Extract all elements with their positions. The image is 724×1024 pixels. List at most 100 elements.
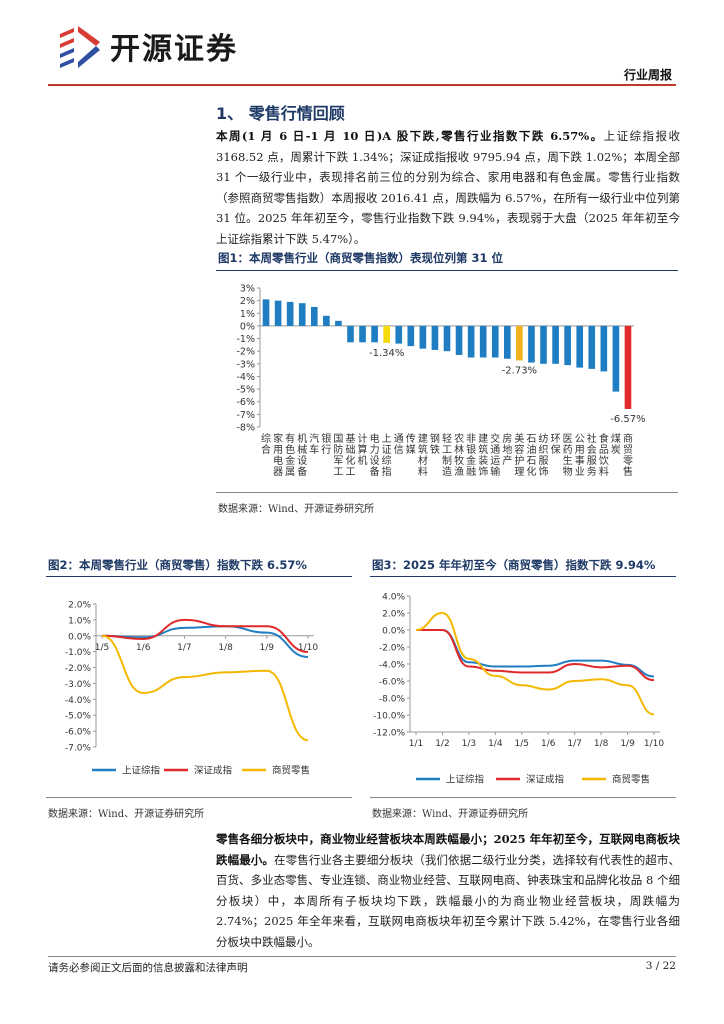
category-label-char: 军 — [333, 455, 343, 467]
y-tick-label: -10.0% — [373, 712, 405, 722]
data-label: -1.34% — [369, 348, 404, 359]
category-label-char: 金 — [285, 454, 295, 467]
y-tick-label: -7.0% — [65, 744, 92, 754]
y-tick-label: -6.0% — [379, 678, 406, 688]
footer-divider — [48, 956, 676, 957]
bar-综合 — [262, 299, 270, 326]
bar-有色金属 — [286, 301, 294, 326]
y-tick-label: 2.0% — [68, 601, 91, 611]
category-label-char: 工 — [442, 445, 452, 456]
y-tick-label: -4.0% — [65, 696, 92, 706]
x-tick-label: 1/9 — [620, 739, 635, 749]
category-label-char: 材 — [418, 454, 428, 467]
category-label-char: 业 — [575, 466, 585, 478]
bar-环保 — [552, 325, 559, 364]
paragraph-lead: 零售各细分板块中，商业物业经营板块本周跌幅最小；2025 年年初至今，互联网电商… — [216, 832, 680, 867]
bar-交通运输 — [491, 325, 499, 358]
category-label-char: 石 — [526, 456, 536, 467]
bar-商贸零售 — [624, 325, 632, 409]
figure-3-title: 图3：2025 年年初至今（商贸零售）指数下跌 9.94% — [372, 558, 656, 572]
category-label-char: 房 — [502, 432, 512, 445]
bar-医药生物 — [564, 325, 571, 366]
category-label-char: 有 — [285, 432, 295, 445]
x-tick-label: 1/4 — [488, 739, 503, 749]
category-label-char: 料 — [599, 465, 609, 478]
category-label-char: 纺 — [539, 432, 549, 445]
category-label-char: 机 — [358, 454, 368, 467]
y-tick-label: -5.0% — [65, 712, 92, 722]
series-line-商贸零售 — [415, 611, 655, 716]
category-label-char: 通 — [490, 444, 500, 456]
category-label-char: 地 — [502, 443, 512, 456]
bar-轻工制造 — [443, 325, 451, 352]
x-tick-label: 1/10 — [298, 643, 318, 653]
category-label-char: 输 — [490, 465, 500, 478]
figure-3-rule — [370, 576, 676, 577]
category-label-char: 售 — [623, 465, 633, 478]
x-tick-label: 1/7 — [567, 739, 581, 749]
series-line-商贸零售 — [101, 634, 309, 742]
category-label-char: 算 — [358, 443, 368, 456]
category-label-char: 证 — [382, 444, 392, 456]
paragraph-body: 在零售行业各主要细分板块（我们依据二级行业分类，选择较有代表性的超市、百货、多业… — [216, 852, 680, 949]
category-label-char: 非 — [466, 433, 476, 445]
category-label-char: 银 — [321, 432, 331, 445]
bar-建筑装饰 — [479, 325, 487, 358]
bar-汽车 — [310, 306, 318, 326]
category-label-char: 金 — [466, 454, 476, 467]
weekly-index-line-chart: 2.0% 1.0% 0.0% -1.0% -2.0% -3.0% -4.0% -5.0% -6.… — [65, 601, 319, 777]
category-label-char: 事 — [575, 454, 585, 467]
paragraph-lead: 本周(1 月 6 日-1 月 10 日)A 股下跌,零售行业指数下跌 6.57%… — [216, 129, 604, 143]
category-label-char: 设 — [370, 455, 380, 467]
category-label-char: 制 — [442, 454, 452, 467]
category-label-char: 药 — [563, 444, 573, 456]
legend-label: 上证综指 — [446, 774, 485, 786]
paragraph-body: 上证综指报收 3168.52 点，周累计下跌 1.34%；深证成指报收 9795… — [216, 129, 680, 246]
category-label-char: 设 — [297, 455, 307, 467]
legend-label: 商贸零售 — [612, 774, 650, 786]
x-tick-label: 1/7 — [177, 643, 191, 653]
x-tick-label: 1/5 — [95, 643, 109, 653]
bar-银行 — [323, 315, 330, 326]
y-tick-label: 0.0% — [382, 627, 405, 637]
category-label-char: 钢 — [430, 432, 440, 445]
category-label-char: 织 — [539, 444, 549, 456]
category-label-char: 装 — [478, 454, 488, 467]
category-label-char: 属 — [285, 466, 295, 478]
category-label-char: 基 — [345, 432, 355, 445]
category-label-char: 国 — [333, 433, 343, 445]
y-tick-label: 3% — [240, 284, 255, 295]
y-tick-label: 1% — [240, 309, 255, 320]
category-label-char: 会 — [587, 443, 597, 456]
ytd-index-line-chart: 4.0% 2.0% 0.0% -2.0% -4.0% -6.0% -8.0% -10.0% -1… — [373, 593, 664, 786]
legend-label: 商贸零售 — [272, 765, 310, 777]
industry-ranking-bar-chart: 3%2%1%0%-1%-2%-3%-4%-5%-6%-7%-8%综合家用电器有色… — [237, 284, 646, 479]
category-label-char: 用 — [273, 445, 283, 456]
y-tick-label: 0% — [240, 321, 255, 332]
bar-通信 — [395, 325, 403, 344]
figure-1-rule — [216, 270, 678, 271]
category-label-char: 饰 — [539, 465, 549, 478]
category-label-char: 产 — [502, 454, 512, 467]
category-label-char: 炭 — [611, 444, 621, 456]
x-tick-label: 1/10 — [644, 739, 664, 749]
y-tick-label: -8% — [237, 423, 256, 434]
y-tick-label: -2.0% — [65, 664, 92, 674]
bar-家用电器 — [274, 300, 282, 326]
bar-煤炭 — [612, 325, 620, 392]
category-label-char: 合 — [261, 443, 271, 456]
category-label-char: 通 — [394, 433, 404, 445]
paragraph-subsector-review: 零售各细分板块中，商业物业经营板块本周跌幅最小；2025 年年初至今，互联网电商… — [216, 829, 680, 952]
category-label-char: 品 — [599, 444, 609, 456]
category-label-char: 零 — [623, 455, 633, 467]
y-tick-label: 2% — [240, 296, 255, 307]
figure-1-source: 数据来源：Wind、开源证券研究所 — [218, 504, 375, 515]
category-label-char: 备 — [297, 465, 307, 478]
category-label-char: 生 — [563, 454, 573, 467]
category-label-char: 饮 — [599, 454, 609, 467]
category-label-char: 公 — [575, 434, 585, 445]
figure-2-title: 图2：本周零售行业（商贸零售）指数下跌 6.57% — [48, 558, 307, 572]
x-tick-label: 1/8 — [594, 739, 609, 749]
category-label-char: 料 — [418, 465, 428, 478]
category-label-char: 铁 — [430, 443, 440, 456]
